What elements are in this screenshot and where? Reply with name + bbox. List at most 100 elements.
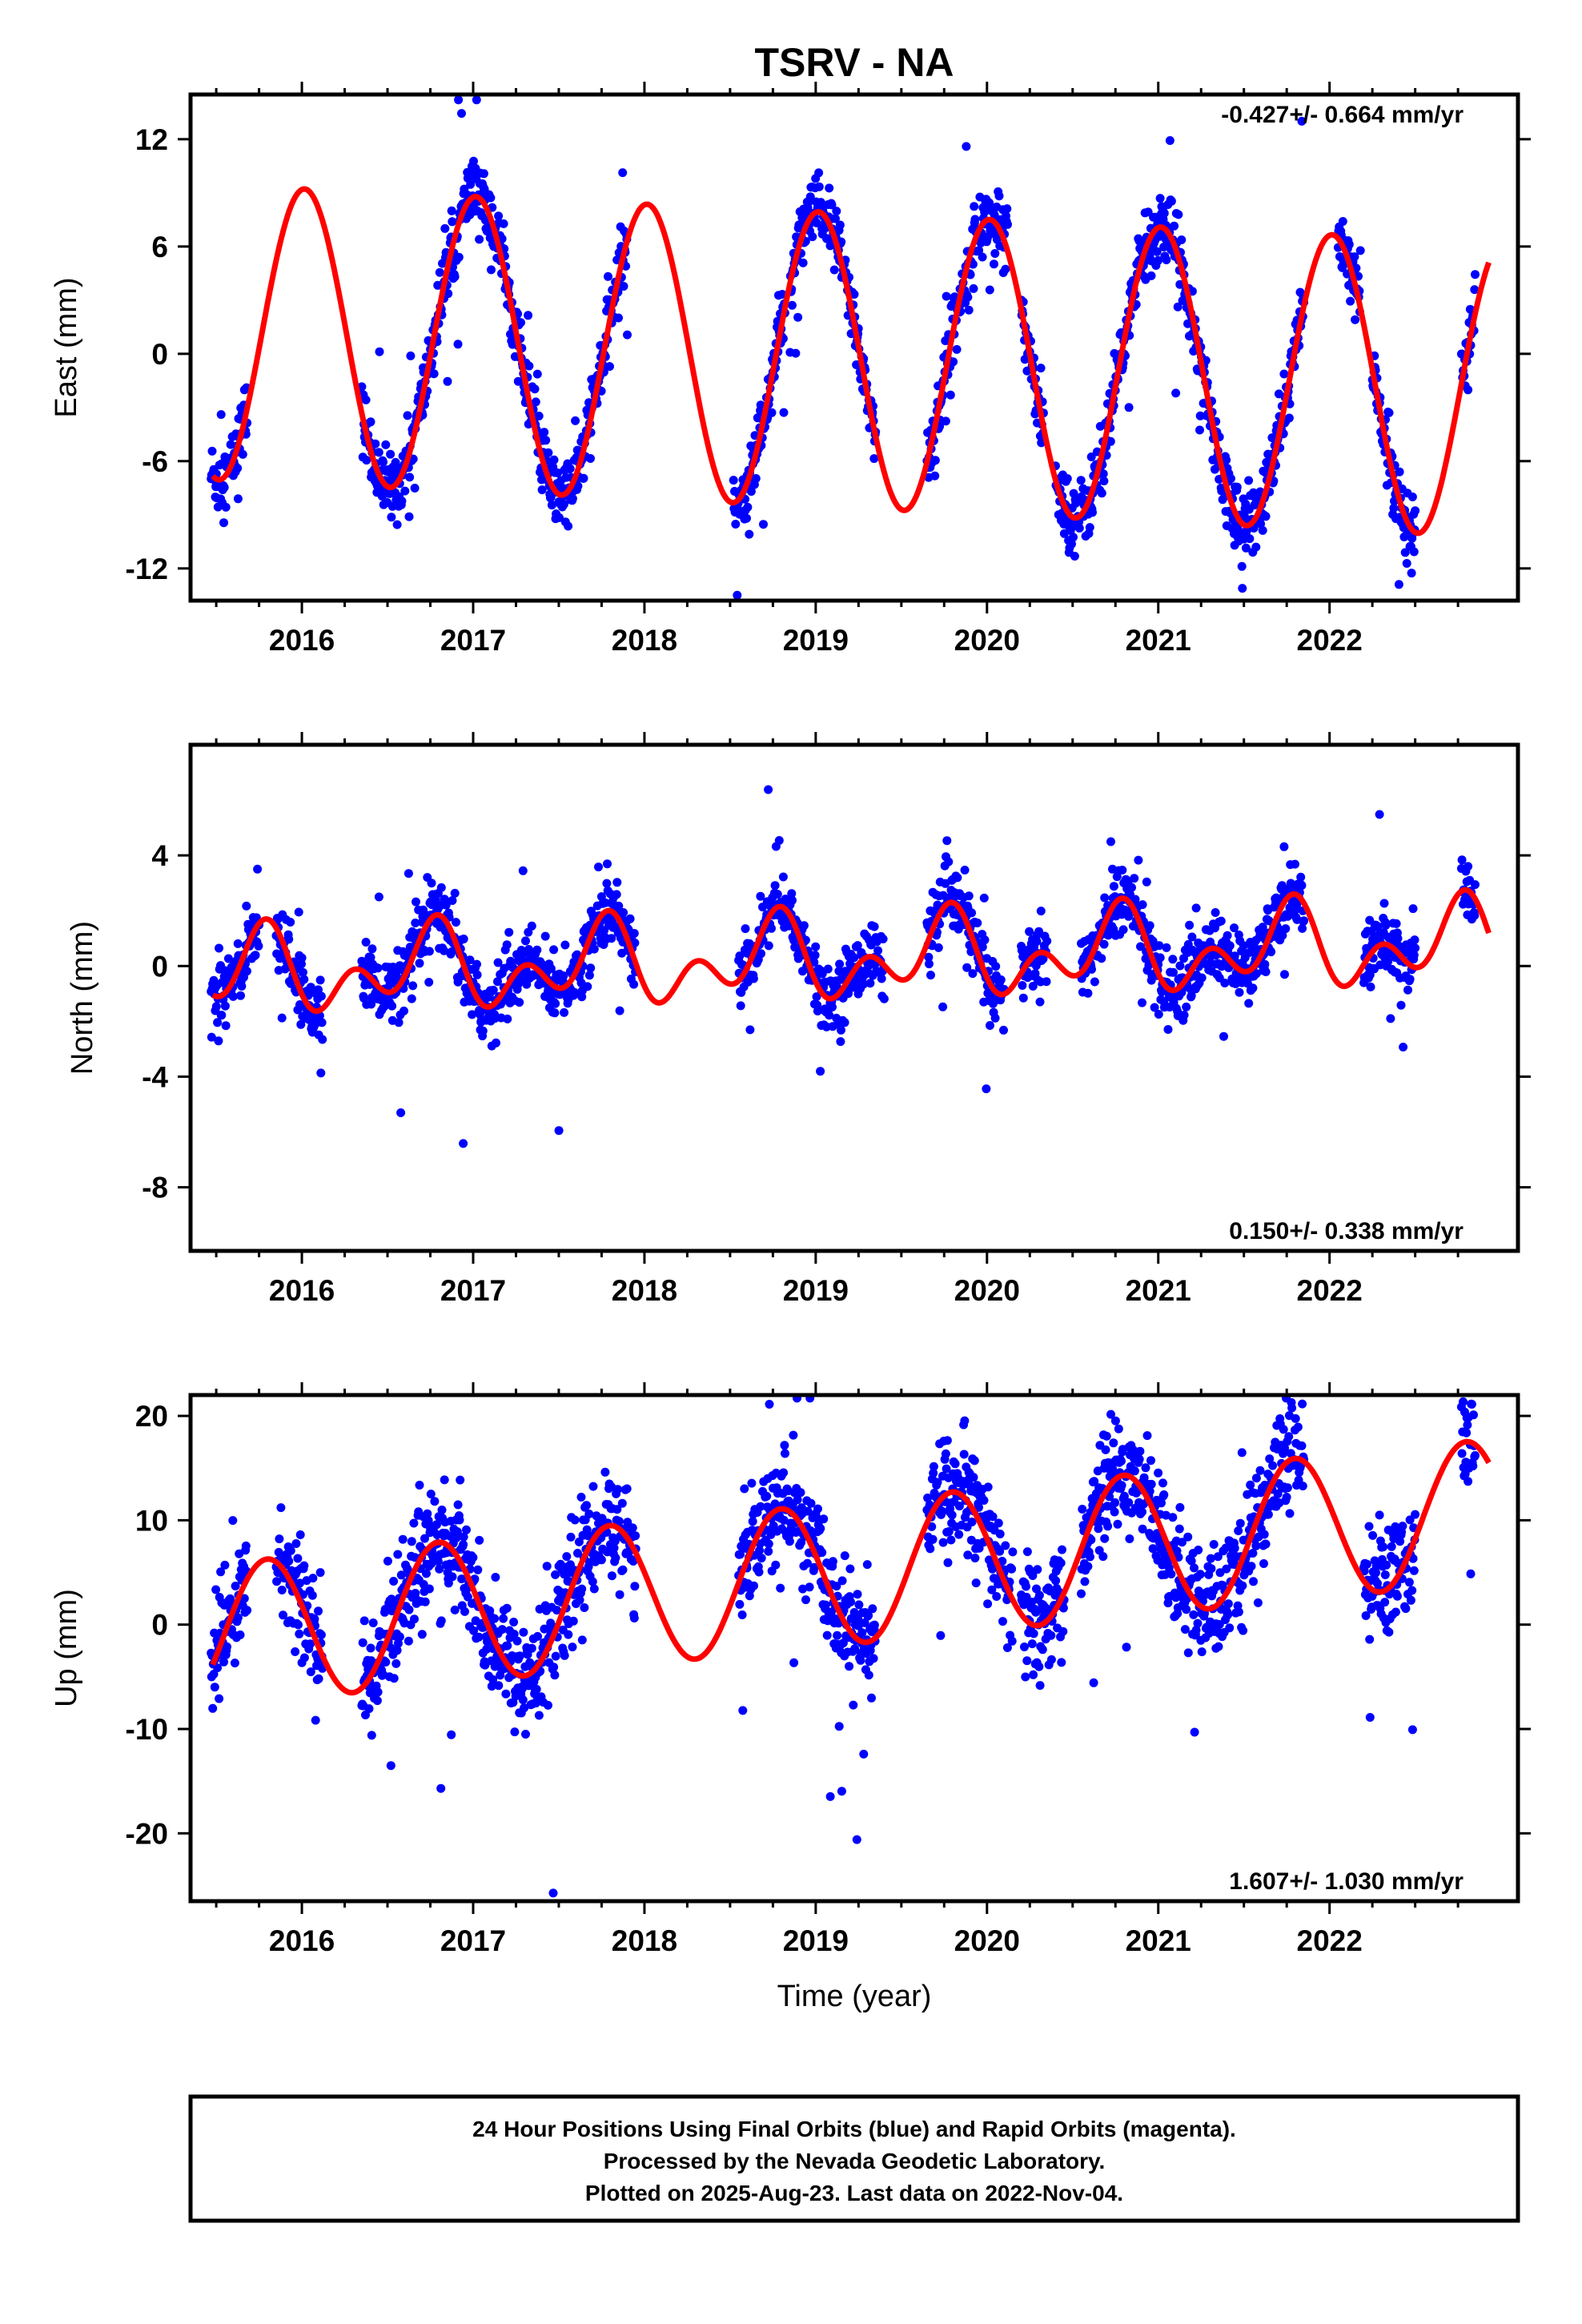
up-point	[475, 1535, 484, 1545]
y-tick-label: -4	[142, 1060, 168, 1093]
north-point	[404, 869, 413, 879]
up-point	[837, 1787, 846, 1796]
north-point	[973, 919, 982, 927]
up-point	[515, 1651, 524, 1661]
up-point	[1180, 1625, 1190, 1634]
north-point	[211, 1002, 221, 1011]
up-point	[737, 1610, 747, 1619]
y-tick-label: 4	[151, 839, 168, 872]
up-point	[277, 1586, 287, 1594]
east-point	[1245, 534, 1255, 544]
up-point	[502, 1603, 512, 1613]
up-point	[979, 1496, 989, 1505]
x-tick-label: 2017	[440, 624, 506, 657]
up-point	[233, 1613, 243, 1622]
up-point	[455, 1515, 464, 1525]
up-point	[1134, 1454, 1144, 1464]
up-point	[1130, 1466, 1139, 1476]
up-point	[853, 1590, 862, 1599]
north-point	[925, 959, 934, 969]
north-point	[242, 967, 251, 976]
north-point	[215, 943, 223, 953]
up-point	[291, 1539, 301, 1548]
up-point	[813, 1504, 822, 1514]
east-point	[791, 348, 801, 358]
east-point	[1471, 270, 1480, 279]
east-point	[1402, 559, 1411, 568]
east-point	[1067, 539, 1076, 549]
east-point	[1098, 469, 1108, 479]
up-point	[970, 1456, 979, 1466]
north-point	[770, 881, 780, 891]
east-point	[985, 285, 994, 295]
north-point	[1118, 925, 1128, 935]
up-point	[293, 1554, 303, 1563]
up-point	[611, 1553, 620, 1562]
up-point	[436, 1783, 446, 1793]
east-point	[540, 428, 549, 437]
north-point	[589, 944, 599, 954]
east-point	[366, 417, 375, 427]
east-point	[374, 448, 383, 457]
up-point	[404, 1636, 413, 1646]
up-point	[440, 1475, 449, 1485]
up-point	[833, 1630, 842, 1640]
up-point	[1022, 1547, 1032, 1557]
east-point	[565, 464, 575, 473]
east-point	[362, 456, 371, 465]
up-point	[825, 1791, 835, 1801]
east-point	[1238, 584, 1247, 593]
north-point	[294, 907, 303, 917]
up-point	[410, 1614, 419, 1624]
north-point	[1185, 920, 1195, 930]
east-point	[793, 312, 803, 322]
up-point	[518, 1695, 528, 1705]
north-point	[1138, 900, 1147, 910]
east-point	[216, 410, 226, 420]
east-point	[400, 486, 410, 496]
up-point	[562, 1552, 572, 1562]
north-point	[450, 888, 460, 898]
east-point	[486, 193, 496, 203]
up-point	[801, 1595, 810, 1605]
up-point	[954, 1530, 964, 1539]
east-point	[586, 454, 595, 463]
up-point	[1046, 1655, 1056, 1664]
chart-title: TSRV - NA	[754, 40, 954, 85]
east-point	[571, 416, 580, 425]
up-point	[560, 1651, 569, 1660]
up-point	[447, 1730, 456, 1739]
north-point	[361, 938, 371, 947]
north-point	[1223, 931, 1232, 940]
up-point	[1101, 1445, 1110, 1454]
north-point	[986, 1021, 994, 1030]
north-point	[964, 891, 974, 901]
up-point	[415, 1481, 424, 1490]
east-point	[221, 502, 231, 512]
up-point	[311, 1715, 320, 1725]
up-point	[548, 1888, 558, 1898]
east-point	[812, 218, 821, 227]
up-point	[386, 1761, 396, 1771]
north-point	[492, 1038, 500, 1047]
up-point	[867, 1693, 876, 1703]
east-point	[1001, 264, 1010, 274]
north-point	[214, 1036, 223, 1046]
east-point	[494, 211, 504, 221]
up-point	[1020, 1642, 1029, 1651]
x-tick-label: 2017	[440, 1274, 506, 1307]
up-point	[307, 1590, 317, 1600]
north-point	[1134, 855, 1143, 865]
up-point	[822, 1630, 832, 1640]
up-point	[805, 1582, 814, 1592]
up-point	[276, 1503, 286, 1513]
east-point	[207, 446, 217, 456]
north-point	[1391, 919, 1401, 928]
up-point	[780, 1441, 789, 1450]
up-point	[1029, 1670, 1038, 1679]
east-point	[1099, 476, 1109, 486]
up-point	[1166, 1570, 1176, 1578]
up-point	[1175, 1502, 1185, 1512]
up-point	[762, 1491, 772, 1501]
east-point	[969, 283, 978, 293]
